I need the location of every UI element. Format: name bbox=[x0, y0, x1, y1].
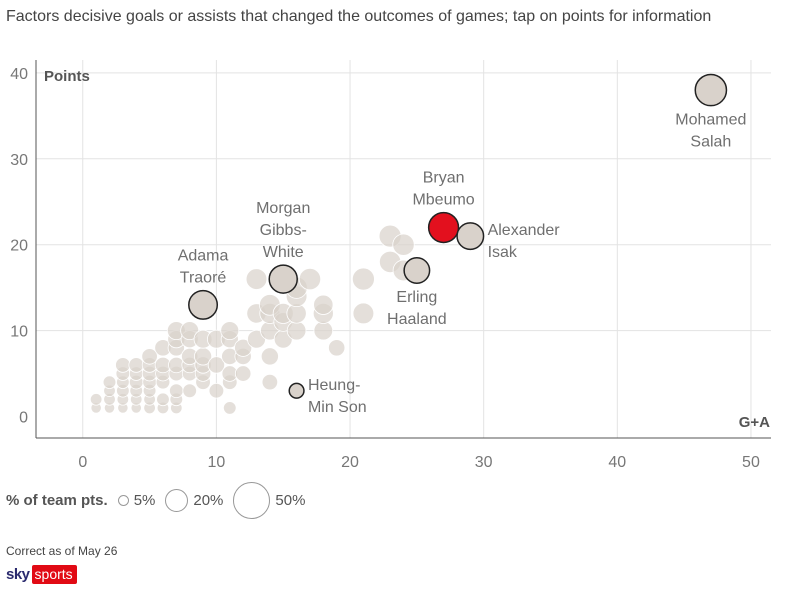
player-label-morgan-gibbs-white: White bbox=[263, 244, 304, 261]
y-tick-label-40: 40 bbox=[10, 66, 28, 83]
size-legend-label-50: 50% bbox=[275, 491, 306, 509]
player-point[interactable] bbox=[220, 321, 240, 341]
player-point[interactable] bbox=[392, 233, 415, 256]
player-point[interactable] bbox=[208, 382, 225, 399]
size-legend-circle-50 bbox=[233, 481, 271, 519]
highlighted-players-layer[interactable] bbox=[188, 73, 728, 399]
player-point[interactable] bbox=[328, 339, 346, 357]
player-label-mohamed-salah: Salah bbox=[690, 134, 731, 151]
player-label-morgan-gibbs-white: Gibbs- bbox=[260, 222, 307, 239]
player-label-adama-traor: Traoré bbox=[180, 270, 227, 287]
size-legend-item-20: 20% bbox=[165, 488, 224, 512]
y-tick-label-20: 20 bbox=[10, 238, 28, 255]
player-point[interactable] bbox=[156, 392, 170, 407]
size-legend: % of team pts. 5% 20% 50% bbox=[6, 478, 315, 522]
player-point-erling-haaland[interactable] bbox=[403, 256, 431, 284]
player-point[interactable] bbox=[128, 357, 144, 373]
player-point[interactable] bbox=[351, 267, 375, 291]
player-point[interactable] bbox=[89, 393, 103, 406]
player-point[interactable] bbox=[261, 373, 279, 391]
player-label-heung-min-son: Heung- bbox=[308, 377, 360, 394]
player-point[interactable] bbox=[260, 347, 279, 366]
y-axis-title: Points bbox=[44, 68, 90, 85]
player-point[interactable] bbox=[141, 348, 158, 365]
size-legend-circle-5 bbox=[117, 494, 129, 506]
y-tick-label-0: 0 bbox=[19, 410, 28, 427]
chart-subtitle: Factors decisive goals or assists that c… bbox=[6, 8, 712, 25]
player-point[interactable] bbox=[180, 321, 200, 341]
sky-sports-logo: sky sports bbox=[6, 565, 77, 584]
size-legend-title: % of team pts. bbox=[6, 491, 108, 509]
player-point-adama-traor[interactable] bbox=[188, 289, 219, 320]
player-point[interactable] bbox=[169, 383, 184, 399]
player-label-bryan-mbeumo: Mbeumo bbox=[412, 192, 474, 209]
player-label-alexander-isak: Alexander bbox=[488, 222, 561, 239]
player-label-heung-min-son: Min Son bbox=[308, 399, 367, 416]
player-point[interactable] bbox=[313, 320, 334, 341]
player-point-mohamed-salah[interactable] bbox=[694, 73, 728, 107]
player-point[interactable] bbox=[234, 338, 253, 357]
x-tick-label-20: 20 bbox=[341, 454, 359, 470]
player-point[interactable] bbox=[352, 302, 375, 325]
x-tick-label-40: 40 bbox=[608, 454, 626, 470]
player-point[interactable] bbox=[207, 356, 226, 374]
player-point[interactable] bbox=[115, 357, 131, 373]
other-players-layer[interactable] bbox=[89, 224, 415, 415]
player-label-bryan-mbeumo: Bryan bbox=[423, 170, 465, 187]
player-point-heung-min-son[interactable] bbox=[288, 382, 305, 399]
player-label-mohamed-salah: Mohamed bbox=[675, 112, 746, 129]
scatter-chart: 0 10 20 30 40 0 10 20 30 40 50 Mohamed Salah Bryan Mb… bbox=[10, 60, 771, 470]
x-tick-label-30: 30 bbox=[475, 454, 493, 470]
size-legend-item-5: 5% bbox=[117, 491, 156, 509]
player-point[interactable] bbox=[182, 383, 197, 399]
size-legend-label-5: 5% bbox=[133, 491, 156, 509]
player-point[interactable] bbox=[298, 267, 322, 291]
player-point-morgan-gibbs-white[interactable] bbox=[268, 264, 298, 294]
player-point[interactable] bbox=[313, 294, 334, 315]
player-label-morgan-gibbs-white: Morgan bbox=[256, 200, 310, 217]
player-point[interactable] bbox=[234, 365, 252, 382]
size-legend-circle-20 bbox=[165, 488, 189, 512]
player-label-erling-haaland: Haaland bbox=[387, 311, 447, 328]
player-label-adama-traor: Adama bbox=[178, 248, 229, 265]
player-point[interactable] bbox=[245, 268, 268, 290]
player-point[interactable] bbox=[102, 375, 117, 389]
player-point-alexander-isak[interactable] bbox=[456, 222, 485, 251]
size-legend-label-20: 20% bbox=[193, 491, 224, 509]
footnote: Correct as of May 26 bbox=[6, 544, 118, 558]
x-tick-label-10: 10 bbox=[208, 454, 226, 470]
axis-layer: 0 10 20 30 40 0 10 20 30 40 50 bbox=[10, 60, 771, 470]
player-point[interactable] bbox=[286, 320, 307, 341]
player-label-erling-haaland: Erling bbox=[396, 289, 437, 306]
x-axis-title: G+A bbox=[739, 414, 770, 431]
y-tick-label-30: 30 bbox=[10, 152, 28, 169]
player-point[interactable] bbox=[223, 401, 237, 415]
player-label-alexander-isak: Isak bbox=[488, 244, 518, 261]
player-labels-layer: Mohamed Salah Bryan Mbeumo Alexander Isak Erli… bbox=[178, 112, 747, 416]
y-tick-label-10: 10 bbox=[10, 324, 28, 341]
x-tick-label-50: 50 bbox=[742, 454, 760, 470]
player-point-bryan-mbeumo[interactable] bbox=[427, 211, 460, 244]
x-tick-label-0: 0 bbox=[78, 454, 87, 470]
size-legend-item-50: 50% bbox=[233, 481, 306, 519]
